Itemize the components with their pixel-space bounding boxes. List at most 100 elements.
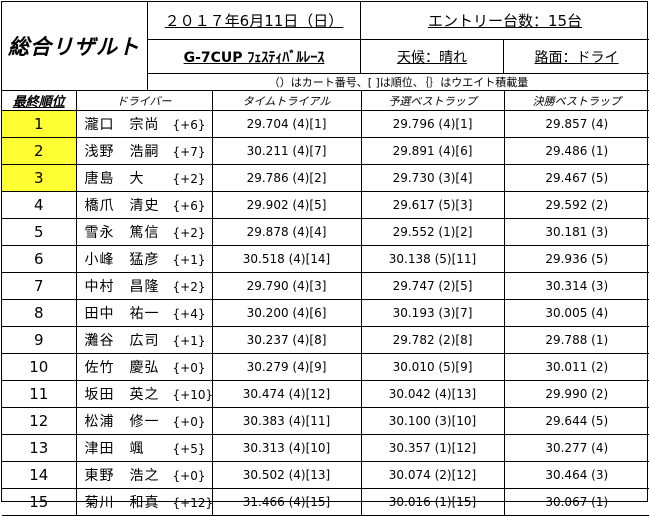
final-position-cell: 4 — [2, 191, 77, 219]
driver-name: 唐島 大 — [84, 171, 145, 187]
driver-cell: 唐島 大 {+2} — [75, 164, 213, 192]
qualifying-best-lap-cell: 29.782 (2)[8] — [360, 326, 505, 354]
driver-name: 坂田 英之 — [84, 387, 160, 403]
final-position-cell: 9 — [2, 326, 77, 354]
driver-cell: 雪永 篤信 {+2} — [75, 218, 213, 246]
time-trial-cell: 30.383 (4)[11] — [211, 407, 362, 435]
weight-load: {+2} — [172, 172, 206, 186]
driver-cell: 灘谷 広司 {+1} — [75, 326, 213, 354]
time-trial-cell: 29.878 (4)[4] — [211, 218, 362, 246]
driver-cell: 松浦 修一 {+0} — [75, 407, 213, 435]
time-trial-cell: 31.466 (4)[15] — [211, 488, 362, 516]
final-position-cell: 12 — [2, 407, 77, 435]
col-time-trial: タイムトライアル — [211, 90, 362, 111]
driver-cell: 浅野 浩嗣 {+7} — [75, 137, 213, 165]
entry-count: エントリー台数：15台 — [361, 2, 649, 40]
qualifying-best-lap-cell: 29.747 (2)[5] — [360, 272, 505, 300]
weight-load: {+6} — [172, 118, 206, 132]
driver-name: 浅野 浩嗣 — [84, 144, 160, 160]
weight-load: {+2} — [172, 226, 206, 240]
final-best-lap-cell: 29.486 (1) — [503, 137, 649, 165]
table-row: 6 小峰 猛彦 {+1} 30.518 (4)[14] 30.138 (5)[11] 29… — [2, 245, 649, 273]
final-best-lap-cell: 30.181 (3) — [503, 218, 649, 246]
driver-cell: 瀧口 宗尚 {+6} — [75, 110, 213, 138]
col-final-position: 最終順位 — [2, 90, 77, 111]
final-best-lap-cell: 29.788 (1) — [503, 326, 649, 354]
time-trial-cell: 30.279 (4)[9] — [211, 353, 362, 381]
qualifying-best-lap-cell: 30.074 (2)[12] — [360, 461, 505, 489]
col-final-best-lap: 決勝ベストラップ — [503, 90, 649, 111]
driver-name: 橋爪 清史 — [84, 198, 160, 214]
time-trial-cell: 29.786 (4)[2] — [211, 164, 362, 192]
qualifying-best-lap-cell: 30.042 (4)[13] — [360, 380, 505, 408]
driver-cell: 中村 昌隆 {+2} — [75, 272, 213, 300]
final-best-lap-cell: 30.464 (3) — [503, 461, 649, 489]
weight-load: {+1} — [172, 253, 206, 267]
notation-legend: （）はカート番号、[ ]は順位、｛｝はウエイト積載量 — [268, 76, 529, 89]
qualifying-best-lap-cell: 30.357 (1)[12] — [360, 434, 505, 462]
table-header-row: 最終順位 ドライバー タイムトライアル 予選ベストラップ 決勝ベストラップ — [2, 90, 649, 111]
table-row: 15 菊川 和真 {+12} 31.466 (4)[15] 30.016 (1)[15]… — [2, 488, 649, 516]
qualifying-best-lap-cell: 30.016 (1)[15] — [360, 488, 505, 516]
qualifying-best-lap-cell: 30.138 (5)[11] — [360, 245, 505, 273]
weight-load: {+5} — [172, 442, 206, 456]
qualifying-best-lap-cell: 29.617 (5)[3] — [360, 191, 505, 219]
time-trial-cell: 30.237 (4)[8] — [211, 326, 362, 354]
qualifying-best-lap-cell: 29.796 (4)[1] — [360, 110, 505, 138]
final-best-lap-cell: 29.644 (5) — [503, 407, 649, 435]
driver-name: 津田 颯 — [84, 441, 145, 457]
weather-info: 天候：晴れ — [361, 40, 504, 74]
final-best-lap-cell: 29.857 (4) — [503, 110, 649, 138]
driver-cell: 菊川 和真 {+12} — [75, 488, 213, 516]
time-trial-cell: 30.313 (4)[10] — [211, 434, 362, 462]
road-condition: 路面：ドライ — [504, 40, 649, 74]
table-row: 10 佐竹 慶弘 {+0} 30.279 (4)[9] 30.010 (5)[9] 30.… — [2, 353, 649, 381]
event-name: G-7CUP ﾌｪｽﾃｨﾊﾞﾙﾚｰｽ — [148, 40, 361, 74]
race-date: ２０１７年6月11日（日） — [148, 2, 361, 40]
table-row: 14 東野 浩之 {+0} 30.502 (4)[13] 30.074 (2)[12] 3… — [2, 461, 649, 489]
final-position-cell: 2 — [2, 137, 77, 165]
col-driver: ドライバー — [75, 90, 213, 111]
time-trial-cell: 30.200 (4)[6] — [211, 299, 362, 327]
table-row: 3 唐島 大 {+2} 29.786 (4)[2] 29.730 (3)[4] 29.46… — [2, 164, 649, 192]
driver-name: 灘谷 広司 — [84, 333, 160, 349]
weight-load: {+10} — [172, 388, 212, 402]
table-row: 4 橋爪 清史 {+6} 29.902 (4)[5] 29.617 (5)[3] 29.5… — [2, 191, 649, 219]
weight-load: {+0} — [172, 361, 206, 375]
time-trial-cell: 30.211 (4)[7] — [211, 137, 362, 165]
qualifying-best-lap-cell: 30.010 (5)[9] — [360, 353, 505, 381]
driver-name: 中村 昌隆 — [84, 279, 160, 295]
final-position-cell: 14 — [2, 461, 77, 489]
qualifying-best-lap-cell: 30.100 (3)[10] — [360, 407, 505, 435]
driver-cell: 坂田 英之 {+10} — [75, 380, 213, 408]
table-row: 7 中村 昌隆 {+2} 29.790 (4)[3] 29.747 (2)[5] 30.3… — [2, 272, 649, 300]
qualifying-best-lap-cell: 29.730 (3)[4] — [360, 164, 505, 192]
final-position-cell: 1 — [2, 110, 77, 138]
table-row: 11 坂田 英之 {+10} 30.474 (4)[12] 30.042 (4)[13]… — [2, 380, 649, 408]
weight-load: {+4} — [172, 307, 206, 321]
driver-cell: 佐竹 慶弘 {+0} — [75, 353, 213, 381]
driver-name: 瀧口 宗尚 — [84, 117, 160, 133]
final-best-lap-cell: 29.936 (5) — [503, 245, 649, 273]
final-position-cell: 10 — [2, 353, 77, 381]
qualifying-best-lap-cell: 30.193 (3)[7] — [360, 299, 505, 327]
weight-load: {+0} — [172, 469, 206, 483]
driver-name: 東野 浩之 — [84, 468, 160, 484]
table-row: 5 雪永 篤信 {+2} 29.878 (4)[4] 29.552 (1)[2] 30.1… — [2, 218, 649, 246]
final-position-cell: 3 — [2, 164, 77, 192]
driver-name: 雪永 篤信 — [84, 225, 160, 241]
qualifying-best-lap-cell: 29.552 (1)[2] — [360, 218, 505, 246]
col-qualifying-best-lap: 予選ベストラップ — [360, 90, 505, 111]
final-position-cell: 5 — [2, 218, 77, 246]
time-trial-cell: 29.902 (4)[5] — [211, 191, 362, 219]
final-best-lap-cell: 30.011 (2) — [503, 353, 649, 381]
time-trial-cell: 30.474 (4)[12] — [211, 380, 362, 408]
table-row: 12 松浦 修一 {+0} 30.383 (4)[11] 30.100 (3)[10] 2… — [2, 407, 649, 435]
time-trial-cell: 29.790 (4)[3] — [211, 272, 362, 300]
driver-name: 松浦 修一 — [84, 414, 160, 430]
table-row: 9 灘谷 広司 {+1} 30.237 (4)[8] 29.782 (2)[8] 29.7… — [2, 326, 649, 354]
driver-name: 小峰 猛彦 — [84, 252, 160, 268]
weight-load: {+6} — [172, 199, 206, 213]
time-trial-cell: 30.502 (4)[13] — [211, 461, 362, 489]
